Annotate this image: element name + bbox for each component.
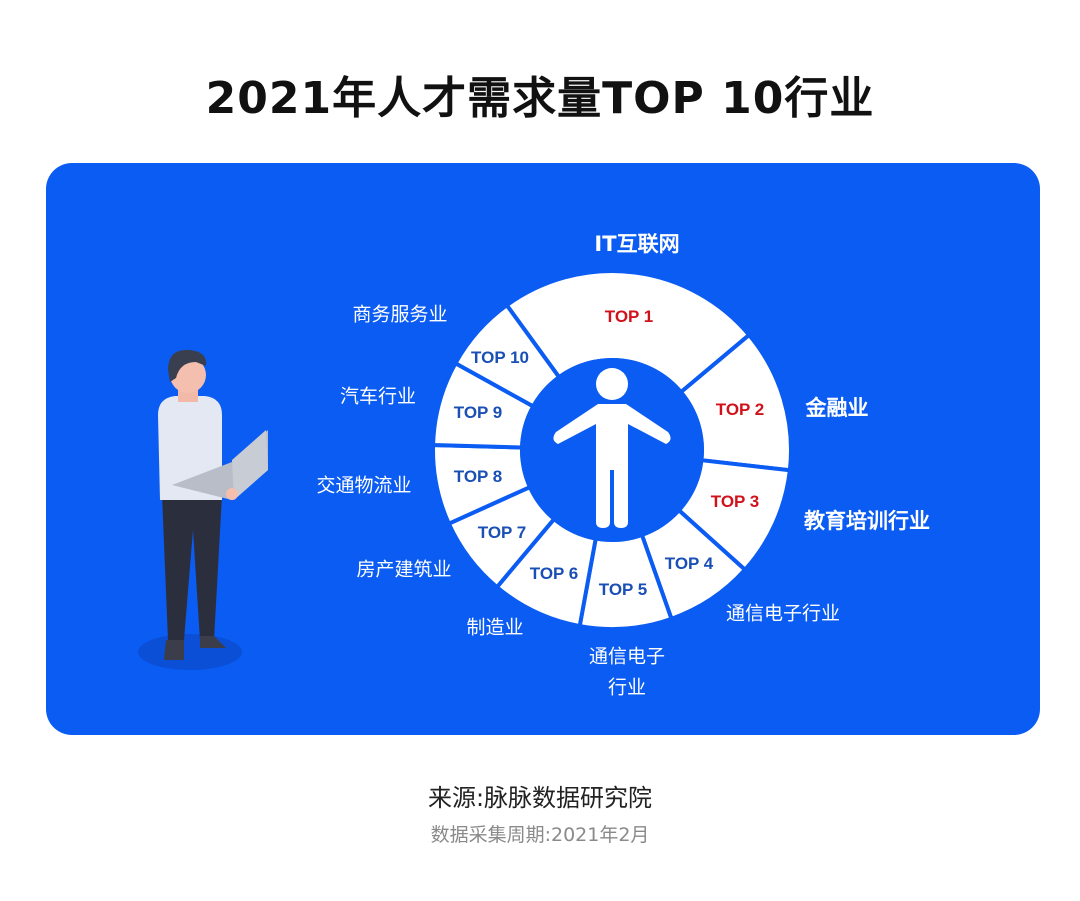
rank-label-9: TOP 9 (453, 403, 503, 422)
man-with-laptop-illustration (138, 349, 268, 670)
rank-label-2: TOP 2 (715, 400, 765, 419)
rank-label-10: TOP 10 (471, 348, 529, 367)
industry-label-1: IT互联网 (594, 232, 680, 256)
industry-label-8: 交通物流业 (316, 474, 412, 497)
rank-label-4: TOP 4 (664, 554, 714, 573)
industry-label-5-line2: 行业 (607, 676, 647, 699)
industry-label-4: 通信电子行业 (725, 602, 841, 625)
period-text: 数据采集周期:2021年2月 (430, 824, 650, 846)
person-icon (553, 368, 671, 528)
page-title: 2021年人才需求量TOP 10行业 (205, 73, 875, 124)
industry-label-5-line1: 通信电子 (588, 645, 666, 668)
rank-label-3: TOP 3 (710, 492, 760, 511)
industry-label-3: 教育培训行业 (804, 509, 930, 533)
source-text: 来源:脉脉数据研究院 (427, 784, 653, 812)
industry-label-10: 商务服务业 (352, 303, 448, 326)
industry-label-7: 房产建筑业 (356, 558, 452, 581)
industry-label-9: 汽车行业 (339, 385, 417, 408)
industry-label-2: 金融业 (805, 396, 869, 420)
rank-label-6: TOP 6 (529, 564, 579, 583)
rank-label-5: TOP 5 (598, 580, 648, 599)
rank-label-7: TOP 7 (477, 523, 527, 542)
industry-label-6: 制造业 (466, 616, 524, 639)
rank-label-1: TOP 1 (604, 307, 654, 326)
rank-label-8: TOP 8 (453, 467, 503, 486)
